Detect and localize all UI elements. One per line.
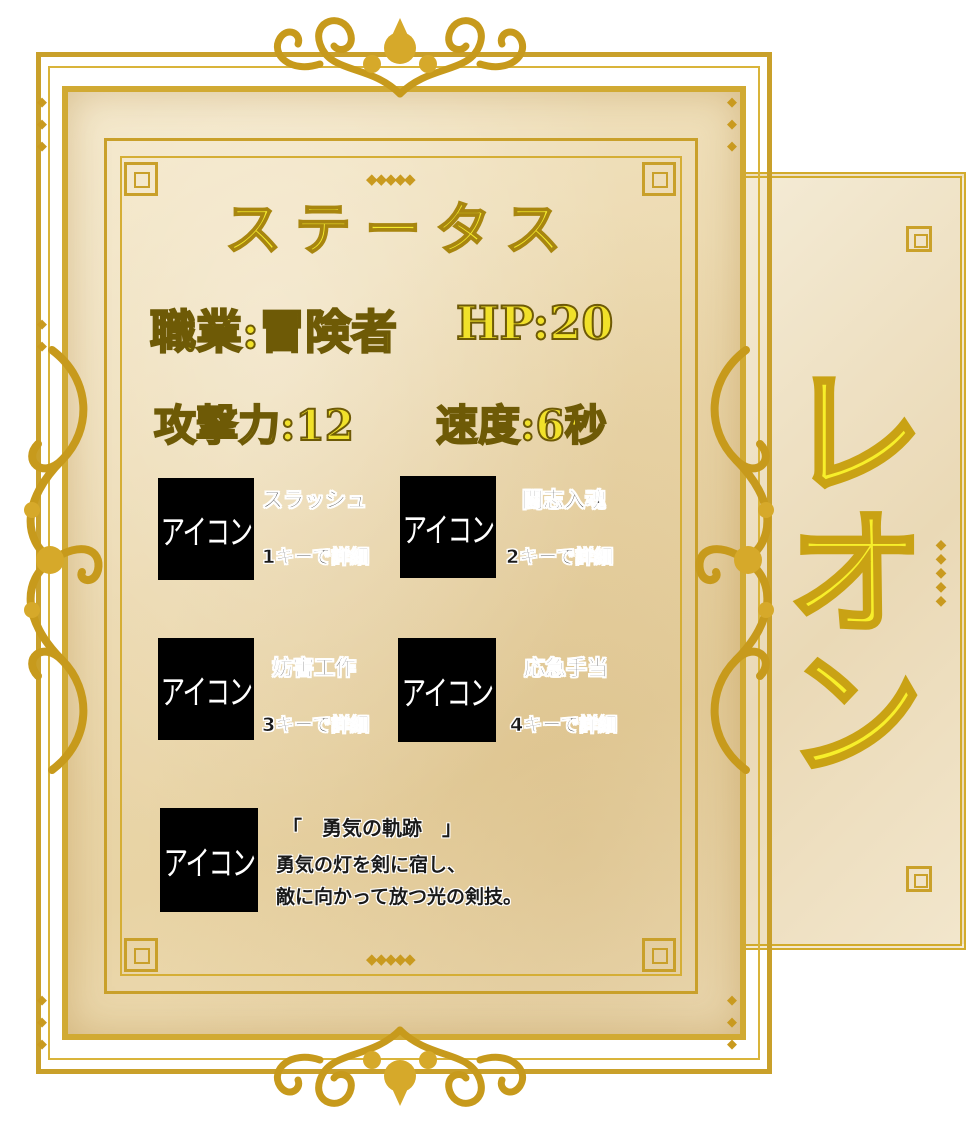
skill-key-hint-3: 3キーで詳細 — [262, 714, 370, 737]
skill-name-2: 闘志入魂 — [522, 488, 607, 513]
job-stat: 職業:冒険者 — [149, 304, 398, 360]
skill-icon-4[interactable]: アイコン — [398, 638, 496, 742]
status-title: ステータス — [224, 197, 575, 264]
left-diamond-ornament-top: ◆ ◆ ◆ — [37, 95, 47, 154]
character-name: レオン — [759, 358, 926, 782]
left-diamond-ornament-mid: ◆ ◆ — [37, 317, 47, 354]
speed-stat: 速度:6秒 — [435, 400, 608, 451]
left-diamond-ornament-bottom: ◆ ◆ ◆ — [37, 993, 47, 1052]
skill-key-hint-2: 2キーで詳細 — [506, 546, 614, 569]
corner-ornament-bottom-left — [124, 938, 158, 972]
skill-icon-2-label: アイコン — [402, 510, 495, 551]
skill-name-4: 応急手当 — [524, 656, 609, 681]
special-skill-description-line-2: 敵に向かって放つ光の剣技。 — [276, 886, 523, 908]
hp-stat: HP:20 — [455, 295, 614, 351]
skill-name-1: スラッシュ — [262, 488, 368, 513]
top-diamond-ornament: ◆◆◆◆◆ — [366, 170, 416, 188]
special-skill-icon-label: アイコン — [163, 843, 256, 884]
bottom-swirl-ornament — [274, 1026, 526, 1107]
right-diamond-ornament-top: ◆ ◆ ◆ — [727, 95, 737, 154]
special-skill-icon[interactable]: アイコン — [160, 808, 258, 912]
skill-key-hint-1: 1キーで詳細 — [262, 546, 370, 569]
corner-ornament-top-right — [642, 162, 676, 196]
corner-ornament-bottom-right — [642, 938, 676, 972]
tab-diamond-ornament: ◆ ◆ ◆ ◆ ◆ — [935, 537, 947, 609]
attack-stat: 攻撃力:12 — [153, 400, 355, 451]
skill-icon-1-label: アイコン — [160, 512, 253, 553]
skill-key-hint-4: 4キーで詳細 — [510, 714, 618, 737]
skill-icon-3[interactable]: アイコン — [158, 638, 254, 740]
left-swirl-ornament — [24, 346, 103, 774]
right-swirl-ornament — [695, 346, 774, 774]
skill-icon-1[interactable]: アイコン — [158, 478, 254, 580]
top-swirl-ornament — [274, 17, 526, 98]
skill-icon-2[interactable]: アイコン — [400, 476, 496, 578]
skill-icon-4-label: アイコン — [401, 673, 494, 714]
corner-ornament-top-left — [124, 162, 158, 196]
skill-icon-3-label: アイコン — [160, 672, 253, 713]
special-skill-description-line-1: 勇気の灯を剣に宿し、 — [276, 854, 467, 876]
inner-gold-frame-line — [120, 156, 682, 976]
special-skill-title: 「 勇気の軌跡 」 — [282, 816, 462, 840]
bottom-diamond-ornament: ◆◆◆◆◆ — [366, 950, 416, 968]
skill-name-3: 妨害工作 — [272, 656, 357, 681]
right-diamond-ornament-bottom: ◆ ◆ ◆ — [727, 993, 737, 1052]
tab-corner-ornament-bottom — [906, 866, 932, 892]
tab-corner-ornament-top — [906, 226, 932, 252]
